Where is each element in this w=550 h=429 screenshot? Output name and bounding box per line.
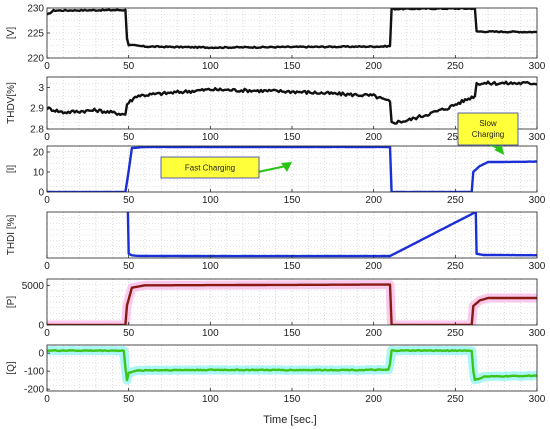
x-tick-label: 150 xyxy=(284,394,301,405)
series-line xyxy=(47,349,537,382)
y-axis-label: [V] xyxy=(6,27,17,39)
subplot: 0 50 100 150 200 250 300 0 5000 [P] xyxy=(6,278,546,339)
y-tick-label: 0 xyxy=(38,321,44,332)
y-tick-label: 2.8 xyxy=(30,125,44,136)
x-tick-label: 250 xyxy=(447,195,464,206)
x-axis-label: Time [sec.] xyxy=(263,414,316,426)
annotation-slow-charging: Slow Charging xyxy=(472,119,504,139)
x-tick-label: 300 xyxy=(529,394,546,405)
x-tick-label: 300 xyxy=(529,132,546,143)
y-axis-label: [I] xyxy=(6,165,17,174)
y-tick-label: -200 xyxy=(24,385,44,396)
x-tick-label: 200 xyxy=(365,328,382,339)
x-tick-label: 50 xyxy=(123,195,135,206)
series-line xyxy=(47,8,537,50)
x-tick-label: 50 xyxy=(123,261,135,272)
x-tick-label: 100 xyxy=(202,328,219,339)
x-tick-label: 0 xyxy=(44,61,50,72)
subplot: 0 50 100 150 200 250 300 220 225 230 [V] xyxy=(6,4,546,73)
x-tick-label: 100 xyxy=(202,394,219,405)
series-line xyxy=(47,283,537,325)
x-tick-label: 150 xyxy=(284,61,301,72)
x-tick-label: 50 xyxy=(123,394,135,405)
subplot: 0 50 100 150 200 250 300 0 10 20 [I] Fast Charging S… xyxy=(6,112,546,206)
x-tick-label: 300 xyxy=(529,61,546,72)
x-tick-label: 250 xyxy=(447,132,464,143)
series-line xyxy=(126,212,537,258)
x-tick-label: 200 xyxy=(365,132,382,143)
y-tick-label: 20 xyxy=(33,148,45,159)
x-tick-label: 50 xyxy=(123,61,135,72)
x-tick-label: 0 xyxy=(44,328,50,339)
series-line xyxy=(47,80,537,125)
x-tick-label: 150 xyxy=(284,328,301,339)
x-tick-label: 250 xyxy=(447,394,464,405)
x-tick-label: 150 xyxy=(284,132,301,143)
x-tick-label: 0 xyxy=(44,394,50,405)
x-tick-label: 200 xyxy=(365,195,382,206)
y-tick-label: 2.9 xyxy=(30,104,44,115)
x-tick-label: 0 xyxy=(44,195,50,206)
arrow-line xyxy=(257,165,287,173)
x-tick-label: 100 xyxy=(202,261,219,272)
x-tick-label: 300 xyxy=(529,261,546,272)
y-axis-label: THDV[%] xyxy=(6,82,17,124)
x-tick-label: 150 xyxy=(284,261,301,272)
x-tick-label: 250 xyxy=(447,328,464,339)
x-tick-label: 300 xyxy=(529,328,546,339)
subplot: 0 50 100 150 200 250 300 THDI [%] xyxy=(6,211,546,272)
y-tick-label: 230 xyxy=(27,4,44,15)
x-tick-label: 100 xyxy=(202,195,219,206)
annotation-box-fast xyxy=(160,156,260,179)
y-tick-label: 3 xyxy=(38,83,44,94)
x-tick-label: 250 xyxy=(447,261,464,272)
subplot: 0 50 100 150 200 250 300 2.8 2.9 3 THDV[%] xyxy=(6,76,546,143)
x-tick-label: 0 xyxy=(44,261,50,272)
x-tick-label: 200 xyxy=(365,61,382,72)
x-tick-label: 50 xyxy=(123,328,135,339)
annotation-fast-charging: Fast Charging xyxy=(185,164,235,173)
arrow-head xyxy=(281,162,292,172)
arrow-head xyxy=(494,144,505,155)
y-axis-label: THDI [%] xyxy=(6,215,17,256)
x-tick-label: 100 xyxy=(202,61,219,72)
y-tick-label: 0 xyxy=(38,188,44,199)
x-tick-label: 50 xyxy=(123,132,135,143)
y-tick-label: 220 xyxy=(27,54,44,65)
x-tick-label: 0 xyxy=(44,132,50,143)
x-tick-label: 100 xyxy=(202,132,219,143)
x-tick-label: 250 xyxy=(447,61,464,72)
y-tick-label: 0 xyxy=(38,349,44,360)
x-tick-label: 200 xyxy=(365,261,382,272)
y-tick-label: -100 xyxy=(24,367,44,378)
y-tick-label: 5000 xyxy=(22,281,45,292)
x-tick-label: 150 xyxy=(284,195,301,206)
x-tick-label: 300 xyxy=(529,195,546,206)
y-tick-label: 10 xyxy=(33,168,45,179)
y-axis-label: [P] xyxy=(6,296,17,308)
y-axis-label: [Q] xyxy=(6,361,17,375)
subplot: 0 50 100 150 200 250 300 -200 -100 0 [Q] xyxy=(6,344,546,405)
y-tick-label: 225 xyxy=(27,29,44,40)
annotation-box-slow xyxy=(457,112,519,146)
x-tick-label: 200 xyxy=(365,394,382,405)
